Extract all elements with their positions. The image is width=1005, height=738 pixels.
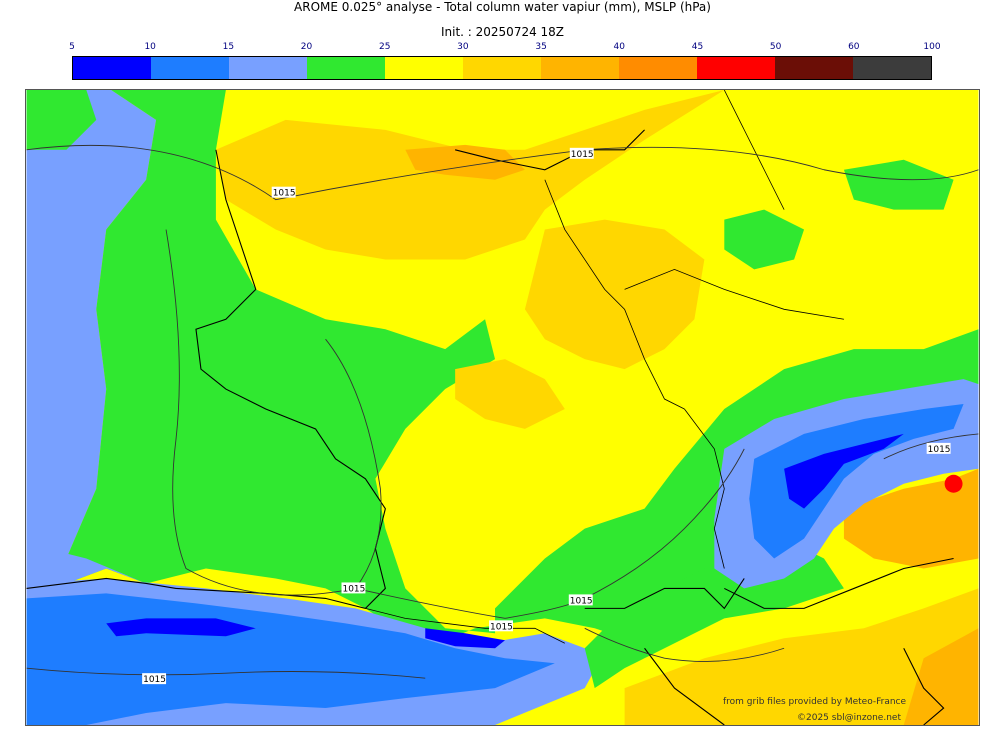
isobar-label: 1015: [343, 584, 366, 594]
init-time: Init. : 20250724 18Z: [440, 25, 565, 39]
field-central-gold-2: [455, 359, 565, 429]
isobars: [26, 144, 979, 679]
isobar-label: 1015: [143, 675, 166, 685]
colorbar-tick-label: 10: [144, 42, 156, 52]
field-alps-mid-blue: [749, 404, 964, 559]
colorbar-segment: [619, 57, 697, 79]
field-central-gold: [524, 219, 705, 370]
isobar-label: 1015: [490, 622, 513, 632]
borders: [365, 90, 844, 644]
colorbar-tick-label: 20: [300, 42, 313, 52]
weather-map: 1015 1015 1015 1015 1015 1015 1015: [25, 89, 980, 726]
field-south-deep-blue: [106, 618, 256, 637]
colorbar-segment: [775, 57, 853, 79]
colorbar-segment: [307, 57, 385, 79]
field-med-gold: [624, 588, 979, 725]
field-alps-deep-blue: [784, 433, 904, 509]
colorbar-tick-label: 30: [457, 42, 469, 52]
colorbar-tick-label: 15: [222, 42, 235, 52]
colorbar-segment: [541, 57, 619, 79]
field-top-left-green: [26, 90, 97, 150]
colorbar-tick-label: 45: [691, 42, 704, 52]
colorbar-segment: [853, 57, 931, 79]
data-credit: from grib files provided by Meteo-France: [723, 697, 907, 707]
coastlines: [26, 129, 954, 725]
isobar-labels: 1015 1015 1015 1015 1015 1015 1015: [142, 147, 951, 685]
colorbar-segment: [73, 57, 151, 79]
colorbar-segment: [151, 57, 229, 79]
map-title: AROME 0.025° analyse - Total column wate…: [294, 0, 711, 14]
colorbar: [72, 56, 932, 80]
colorbar-tick-label: 50: [769, 42, 782, 52]
isobar-label: 1015: [928, 445, 951, 455]
colorbar-tick-label: 100: [923, 42, 941, 52]
field-med-orange: [843, 468, 979, 569]
isobar-label: 1015: [571, 150, 594, 160]
colorbar-tick-label: 35: [535, 42, 547, 52]
colorbar-segment: [463, 57, 541, 79]
colorbar-tick-label: 40: [613, 42, 625, 52]
field-west-blue-patch: [26, 548, 147, 589]
isobar-label: 1015: [570, 596, 593, 606]
colorbar-tick-label: 60: [848, 42, 860, 52]
field-atlantic-light-blue: [26, 90, 157, 589]
colorbar-tick-label: 25: [378, 42, 391, 52]
field-ne-green-2: [843, 159, 954, 210]
copyright: ©2025 sbl@inzone.net: [797, 713, 901, 723]
field-med-orange-2: [903, 628, 979, 725]
field-red-spot: [944, 474, 963, 493]
field-south-deep-blue-2: [425, 628, 505, 649]
colorbar-tick-label: 5: [69, 42, 75, 52]
isobar-label: 1015: [273, 189, 296, 199]
colorbar-segment: [229, 57, 307, 79]
colorbar-tick-labels: 5 10 15 20 25 30 35 40 45 50 60 100: [69, 42, 940, 54]
field-ne-green: [724, 209, 805, 270]
colorbar-segment: [697, 57, 775, 79]
colorbar-segment: [385, 57, 463, 79]
